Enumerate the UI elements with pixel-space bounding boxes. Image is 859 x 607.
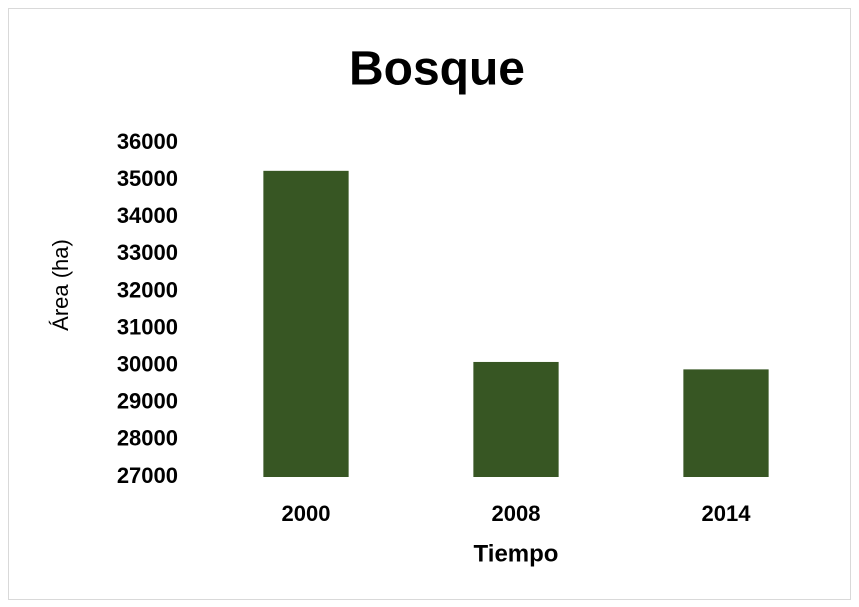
y-tick-label: 34000 (117, 203, 178, 228)
y-tick-label: 29000 (117, 389, 178, 414)
y-tick-label: 30000 (117, 351, 178, 376)
y-tick-label: 31000 (117, 314, 178, 339)
y-tick-label: 27000 (117, 463, 178, 488)
chart-title: Bosque (349, 43, 525, 96)
x-tick-label: 2008 (492, 501, 541, 526)
x-axis-label: Tiempo (474, 540, 559, 567)
y-tick-label: 28000 (117, 426, 178, 451)
bar (263, 170, 349, 478)
chart-frame (8, 8, 851, 600)
y-tick-label: 32000 (117, 277, 178, 302)
x-tick-label: 2014 (702, 501, 752, 526)
bar (683, 369, 769, 477)
y-axis-label: Área (ha) (48, 239, 73, 331)
x-tick-label: 2000 (282, 501, 331, 526)
y-tick-label: 35000 (117, 166, 178, 191)
bar (473, 361, 559, 477)
y-tick-label: 36000 (117, 129, 178, 154)
y-tick-label: 33000 (117, 240, 178, 265)
